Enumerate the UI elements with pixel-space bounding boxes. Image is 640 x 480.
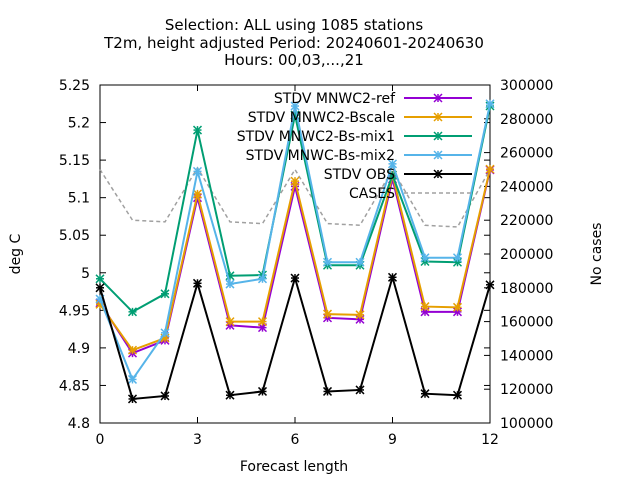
- x-tick-label: 3: [193, 432, 202, 448]
- x-tick-label: 0: [96, 432, 105, 448]
- y-tick-label: 5: [81, 266, 90, 282]
- y-tick-label: 5.1: [68, 191, 90, 207]
- y-tick-label: 5.05: [59, 228, 90, 244]
- legend-label: STDV MNWC-Bs-mix2: [246, 148, 395, 164]
- series: [95, 99, 495, 404]
- legend-marker: [433, 112, 443, 122]
- data-point: [127, 374, 138, 384]
- series-5: [99, 166, 491, 228]
- data-point: [225, 317, 235, 327]
- y2-axis-label: No cases: [589, 223, 605, 286]
- data-point: [452, 253, 463, 263]
- axes: 4.84.854.94.9555.055.15.155.25.251000001…: [59, 78, 554, 448]
- y2-tick-label: 260000: [500, 146, 553, 162]
- data-point: [452, 390, 463, 400]
- data-point: [322, 386, 333, 396]
- data-point: [257, 386, 268, 396]
- y-tick-label: 4.9: [68, 341, 90, 357]
- data-point: [485, 164, 495, 174]
- data-point: [322, 257, 333, 267]
- data-point: [192, 278, 203, 288]
- legend-label: STDV MNWC2-Bs-mix1: [237, 129, 395, 145]
- y2-tick-label: 160000: [500, 315, 553, 331]
- data-point: [387, 272, 398, 282]
- y2-tick-label: 280000: [500, 112, 553, 128]
- legend: STDV MNWC2-ref STDV MNWC2-Bscale STDV MNWC…: [237, 91, 472, 202]
- data-point: [485, 280, 495, 290]
- data-point: [127, 345, 138, 355]
- data-point: [355, 385, 365, 395]
- data-point: [290, 101, 300, 111]
- x-tick-label: 12: [481, 432, 499, 448]
- legend-label: STDV MNWC2-Bscale: [248, 110, 395, 126]
- y-tick-label: 4.85: [59, 378, 90, 394]
- title-line-1: Selection: ALL using 1085 stations: [165, 16, 424, 34]
- data-point: [485, 99, 495, 109]
- data-point: [322, 309, 333, 319]
- y-axis-label: deg C: [8, 233, 24, 274]
- legend-marker: [433, 93, 443, 103]
- data-point: [355, 310, 365, 320]
- legend-label: STDV OBS: [324, 167, 395, 183]
- data-point: [160, 289, 170, 299]
- title-line-2: T2m, height adjusted Period: 20240601-20…: [103, 34, 484, 52]
- data-point: [225, 390, 235, 400]
- data-point: [192, 166, 203, 176]
- data-point: [160, 328, 170, 338]
- series-4: [95, 272, 495, 404]
- y2-tick-label: 200000: [500, 247, 553, 263]
- data-point: [257, 274, 268, 284]
- y2-tick-label: 100000: [500, 416, 553, 432]
- data-point: [290, 176, 300, 186]
- y-tick-label: 4.8: [68, 416, 90, 432]
- series-1: [95, 164, 495, 355]
- data-point: [192, 189, 203, 199]
- series-line: [99, 166, 491, 228]
- data-point: [160, 391, 170, 401]
- legend-label: CASES: [349, 186, 395, 202]
- data-point: [355, 257, 365, 267]
- series-line: [99, 273, 491, 401]
- x-tick-label: 6: [291, 432, 300, 448]
- data-point: [290, 273, 300, 283]
- series-3: [95, 99, 495, 384]
- y-tick-label: 5.25: [59, 78, 90, 94]
- data-point: [387, 159, 398, 169]
- y-tick-label: 5.15: [59, 153, 90, 169]
- y2-tick-label: 140000: [500, 348, 553, 364]
- data-point: [225, 279, 235, 289]
- title-line-3: Hours: 00,03,...,21: [224, 51, 364, 69]
- x-axis-label: Forecast length: [240, 459, 348, 475]
- legend-marker: [433, 131, 443, 141]
- chart-title: Selection: ALL using 1085 stations T2m, …: [103, 16, 484, 69]
- y-tick-label: 5.2: [68, 116, 90, 132]
- data-point: [95, 274, 105, 284]
- data-point: [257, 317, 268, 327]
- y2-tick-label: 220000: [500, 213, 553, 229]
- legend-marker: [433, 150, 443, 160]
- data-point: [420, 253, 430, 263]
- y2-tick-label: 240000: [500, 179, 553, 195]
- data-point: [127, 394, 138, 404]
- y2-tick-label: 180000: [500, 281, 553, 297]
- series-line: [99, 103, 491, 382]
- legend-marker: [433, 169, 443, 179]
- legend-label: STDV MNWC2-ref: [274, 91, 396, 107]
- data-point: [420, 302, 430, 312]
- series-line: [99, 168, 491, 352]
- y2-tick-label: 300000: [500, 78, 553, 94]
- x-tick-label: 9: [388, 432, 397, 448]
- data-point: [420, 389, 430, 399]
- data-point: [95, 283, 105, 293]
- data-point: [192, 125, 203, 135]
- y2-tick-label: 120000: [500, 382, 553, 398]
- y-tick-label: 4.95: [59, 303, 90, 319]
- data-point: [127, 307, 138, 317]
- data-point: [452, 302, 463, 312]
